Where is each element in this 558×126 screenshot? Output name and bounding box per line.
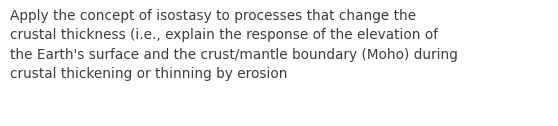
Text: Apply the concept of isostasy to processes that change the
crustal thickness (i.: Apply the concept of isostasy to process… — [10, 9, 458, 81]
